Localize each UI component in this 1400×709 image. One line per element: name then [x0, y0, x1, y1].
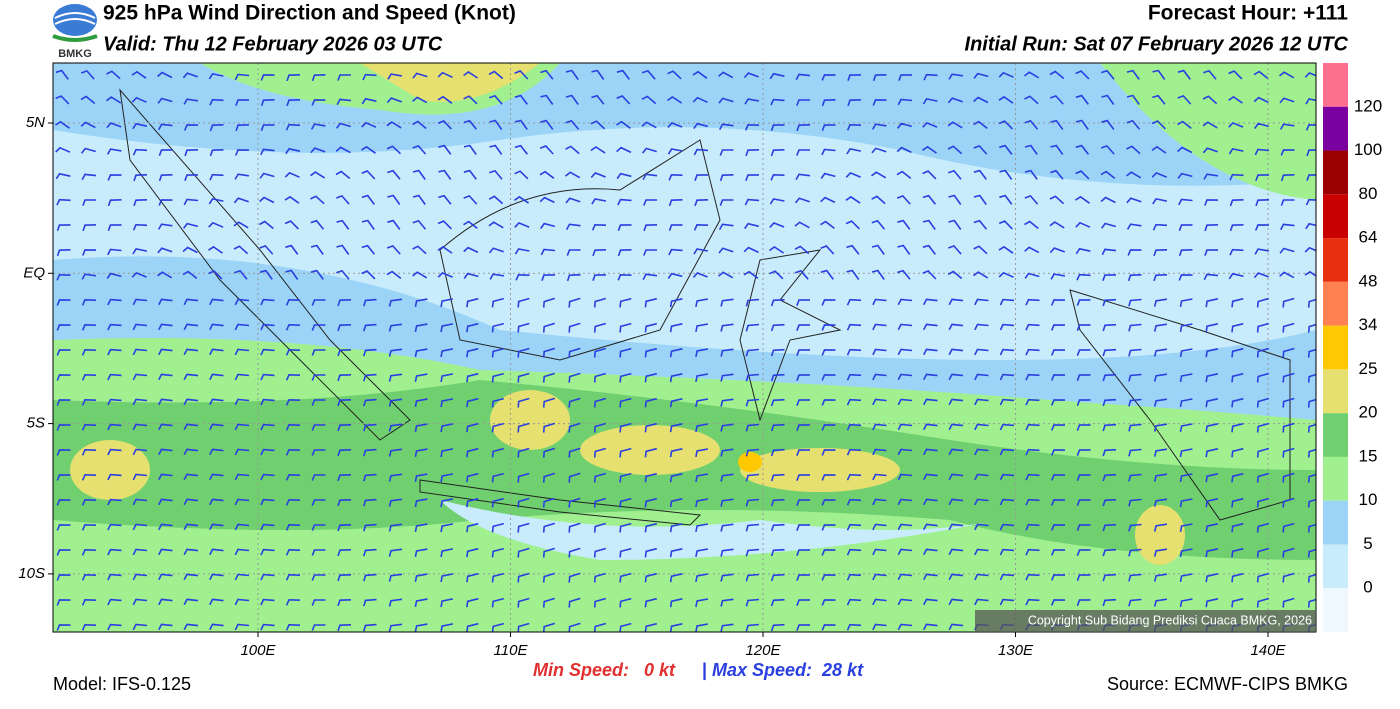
logo: BMKG: [52, 4, 98, 60]
model: Model: IFS-0.125: [53, 674, 191, 694]
colorbar-label: 25: [1359, 359, 1378, 378]
colorbar-label: 10: [1359, 490, 1378, 509]
colorbar-swatch: [1323, 413, 1348, 457]
separator: |: [702, 660, 707, 680]
lon-label: 110E: [494, 642, 529, 659]
colorbar-label: 64: [1359, 228, 1378, 247]
colorbar-swatch: [1323, 544, 1348, 589]
logo-text: BMKG: [58, 48, 92, 60]
lat-label: 5N: [26, 114, 45, 131]
map-field: [53, 63, 1316, 632]
colorbar-swatch: [1323, 325, 1348, 370]
source: Source: ECMWF-CIPS BMKG: [1107, 674, 1348, 694]
colorbar-swatch: [1323, 63, 1348, 107]
map-frame: [52, 62, 1317, 633]
lon-label: 130E: [998, 642, 1034, 659]
colorbar-label: 20: [1359, 403, 1378, 422]
min-speed: Min Speed: 0 kt: [533, 660, 676, 680]
colorbar-label: 100: [1354, 140, 1382, 159]
lat-label: EQ: [23, 264, 45, 281]
lon-label: 100E: [240, 642, 276, 659]
colorbar-label: 120: [1354, 96, 1382, 115]
colorbar-label: 15: [1359, 446, 1378, 465]
colorbar-label: 48: [1359, 271, 1378, 290]
colorbar-label: 80: [1359, 184, 1378, 203]
colorbar-label: 0: [1363, 578, 1372, 597]
colorbar-swatch: [1323, 281, 1348, 326]
lat-label: 5S: [27, 415, 45, 432]
wind-barbs: [55, 69, 1316, 632]
colorbar-swatch: [1323, 588, 1348, 632]
colorbar-swatch: [1323, 194, 1348, 239]
colorbar-swatch: [1323, 150, 1348, 195]
colorbar-label: 5: [1363, 534, 1372, 553]
lon-label: 120E: [745, 642, 781, 659]
colorbar: 120 100 80 64 48 34 25 20 15 10 5 0: [1323, 63, 1382, 632]
colorbar-swatch: [1323, 500, 1348, 545]
colorbar-swatch: [1323, 456, 1348, 501]
colorbar-swatch: [1323, 106, 1348, 151]
max-speed: Max Speed: 28 kt: [712, 660, 864, 680]
copyright-bg: [975, 610, 1316, 632]
lon-label: 140E: [1250, 642, 1286, 659]
title: 925 hPa Wind Direction and Speed (Knot): [103, 2, 516, 25]
lat-label: 10S: [18, 565, 45, 582]
forecast-hour: Forecast Hour: +111: [1148, 2, 1348, 25]
colorbar-label: 34: [1359, 315, 1378, 334]
valid-time: Valid: Thu 12 February 2026 03 UTC: [103, 33, 443, 55]
copyright: Copyright Sub Bidang Prediksi Cuaca BMKG…: [1028, 613, 1312, 627]
colorbar-swatch: [1323, 238, 1348, 282]
initial-run: Initial Run: Sat 07 February 2026 12 UTC: [965, 33, 1349, 55]
colorbar-swatch: [1323, 369, 1348, 414]
